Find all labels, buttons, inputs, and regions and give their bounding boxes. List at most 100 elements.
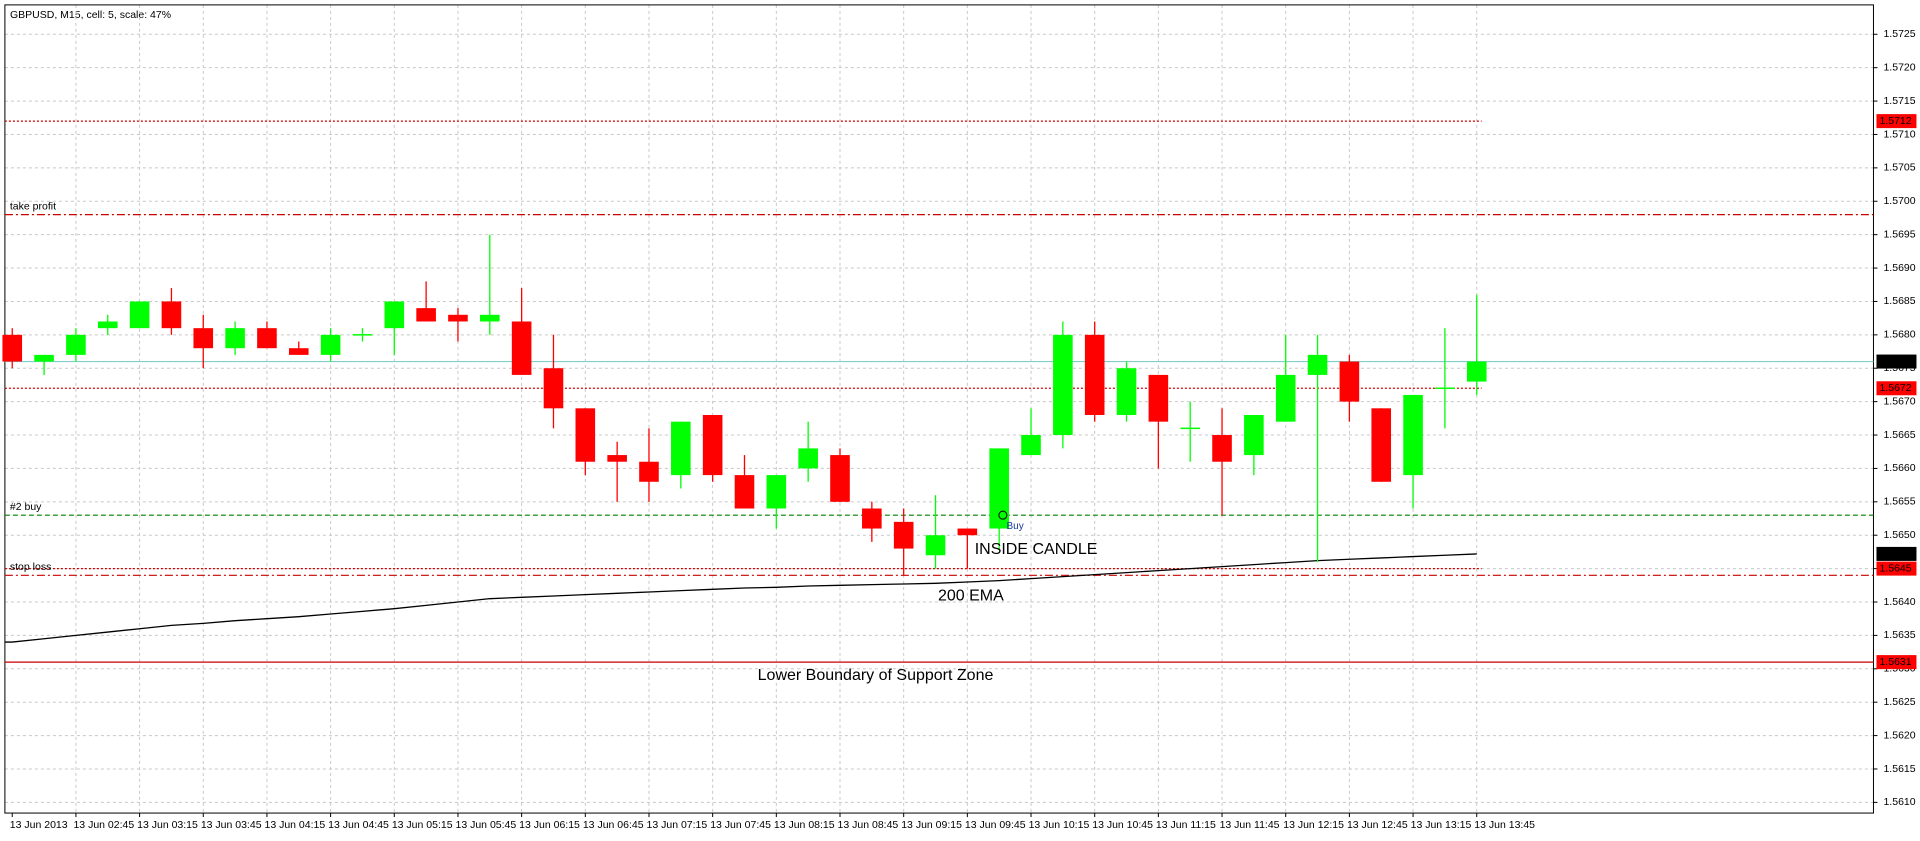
x-tick-label: 13 Jun 08:45: [838, 819, 899, 831]
x-tick-label: 13 Jun 02:45: [73, 819, 134, 831]
candle-body: [766, 475, 787, 509]
candle-body: [66, 334, 86, 355]
candle-body: [798, 448, 818, 469]
candle-body: [989, 448, 1009, 529]
candle-body: [862, 508, 882, 529]
y-tick-label: 1.5625: [1883, 696, 1915, 708]
price-box-label: 1.5676: [1879, 355, 1911, 367]
level-label: #2 buy: [10, 501, 42, 513]
price-box: [1876, 381, 1917, 396]
candle-body: [830, 455, 850, 502]
x-tick-label: 13 Jun 11:15: [1156, 819, 1216, 831]
candle-body: [384, 301, 405, 329]
candle-body: [1371, 408, 1392, 482]
candle-body: [607, 455, 627, 462]
y-tick-label: 1.5655: [1883, 496, 1915, 508]
price-box-label: 1.5672: [1879, 382, 1911, 394]
candle-body: [893, 521, 914, 549]
candle-body: [1435, 387, 1455, 390]
x-tick-label: 13 Jun 06:45: [583, 819, 644, 831]
price-box: [1876, 655, 1917, 670]
x-tick-label: 13 Jun 03:15: [137, 819, 198, 831]
annotation: Lower Boundary of Support Zone: [758, 667, 994, 684]
y-tick-label: 1.5660: [1883, 462, 1915, 474]
candle-body: [1116, 368, 1137, 415]
ema-line: [4, 553, 1477, 643]
candle-body: [193, 328, 214, 349]
y-tick-label: 1.5725: [1883, 28, 1915, 40]
x-tick-label: 13 Jun 04:45: [328, 819, 389, 831]
y-tick-label: 1.5670: [1883, 395, 1915, 407]
candle-body: [480, 314, 500, 322]
price-box-label: 1.5631: [1879, 656, 1911, 668]
candle-body: [1148, 374, 1169, 422]
y-tick-label: 1.5650: [1883, 529, 1915, 541]
candle-body: [575, 408, 596, 462]
y-tick-label: 1.5720: [1883, 61, 1915, 73]
candle-body: [288, 348, 309, 355]
y-tick-label: 1.5615: [1883, 763, 1915, 775]
candle-body: [1244, 414, 1264, 456]
annotation: 200 EMA: [938, 588, 1004, 605]
candle-body: [448, 314, 468, 322]
candle-body: [1275, 374, 1296, 422]
y-tick-label: 1.5700: [1883, 195, 1915, 207]
x-tick-label: 13 Jun 07:15: [647, 819, 708, 831]
y-tick-label: 1.5610: [1883, 796, 1915, 808]
candle-body: [416, 308, 436, 322]
buy-marker: [998, 510, 1008, 520]
candle-body: [320, 334, 341, 355]
candle-body: [225, 328, 245, 349]
price-box-label: 1.5645: [1879, 562, 1911, 574]
candle-body: [925, 535, 946, 556]
y-tick-label: 1.5680: [1883, 329, 1915, 341]
y-tick-label: 1.5635: [1883, 629, 1915, 641]
y-tick-label: 1.5685: [1883, 295, 1915, 307]
plot-frame: [4, 4, 1874, 814]
price-box: [1876, 354, 1917, 369]
y-tick-label: 1.5690: [1883, 262, 1915, 274]
y-tick-label: 1.5695: [1883, 228, 1915, 240]
candle-body: [1084, 334, 1105, 415]
x-tick-label: 13 Jun 11:45: [1220, 819, 1280, 831]
price-box-label: 1.5647: [1879, 548, 1911, 560]
candle-body: [702, 414, 723, 476]
y-tick-label: 1.5620: [1883, 729, 1915, 741]
y-tick-label: 1.5710: [1883, 128, 1915, 140]
x-tick-label: 13 Jun 08:15: [774, 819, 835, 831]
candle-body: [1021, 435, 1041, 456]
price-box: [1876, 546, 1917, 561]
candle-body: [129, 301, 150, 329]
candle-body: [734, 475, 755, 509]
y-tick-label: 1.5665: [1883, 429, 1915, 441]
x-tick-label: 13 Jun 09:45: [965, 819, 1026, 831]
x-tick-label: 13 Jun 12:15: [1283, 819, 1344, 831]
x-tick-label: 13 Jun 05:45: [456, 819, 517, 831]
candle-body: [1466, 361, 1487, 382]
price-box: [1876, 114, 1917, 129]
y-tick-label: 1.5715: [1883, 95, 1915, 107]
y-tick-label: 1.5705: [1883, 162, 1915, 174]
candle-body: [1307, 354, 1328, 375]
x-tick-label: 13 Jun 07:45: [710, 819, 771, 831]
chart-title: GBPUSD, M15, cell: 5, scale: 47%: [10, 9, 171, 21]
candle-body: [639, 461, 659, 482]
level-label: stop loss: [10, 561, 51, 573]
annotation: INSIDE CANDLE: [975, 541, 1098, 558]
x-tick-label: 13 Jun 06:15: [519, 819, 580, 831]
y-tick-label: 1.5640: [1883, 596, 1915, 608]
x-tick-label: 13 Jun 03:45: [201, 819, 262, 831]
price-box: [1876, 561, 1917, 576]
candle-body: [161, 301, 182, 329]
level-label: take profit: [10, 200, 56, 212]
x-tick-label: 13 Jun 13:15: [1411, 819, 1472, 831]
annotation: Buy: [1007, 521, 1024, 532]
candle-body: [34, 354, 54, 362]
candle-body: [97, 321, 118, 329]
candle-body: [511, 321, 532, 375]
candle-body: [1053, 334, 1073, 436]
candle-body: [957, 528, 978, 536]
candle-body: [2, 334, 23, 362]
